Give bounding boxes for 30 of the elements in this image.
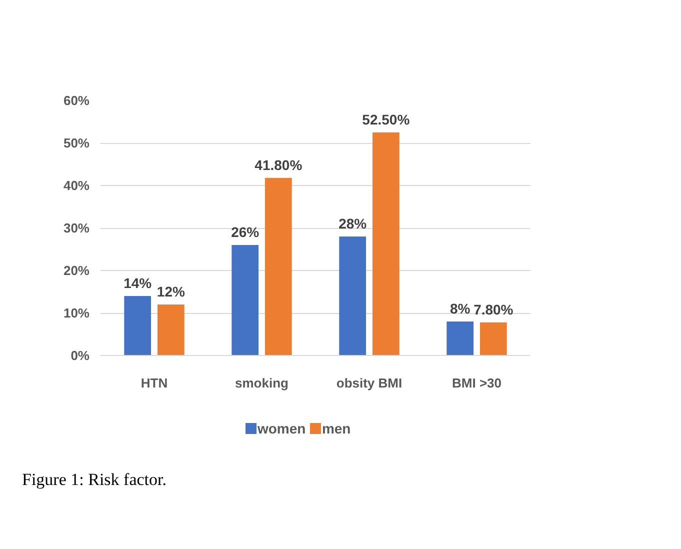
bar <box>124 296 152 356</box>
x-tick-label: BMI >30 <box>452 376 502 390</box>
data-label: 52.50% <box>362 111 410 128</box>
x-tick-label: smoking <box>235 376 289 390</box>
caption: Figure 1: Risk factor. <box>22 469 166 491</box>
data-label: 7.80% <box>474 301 514 318</box>
y-tick-label: 40% <box>63 178 90 193</box>
y-tick-label: 50% <box>63 136 90 150</box>
bar <box>232 245 259 356</box>
bar <box>446 322 474 356</box>
data-label: 12% <box>156 284 186 300</box>
bar <box>339 236 366 356</box>
data-label: 41.80% <box>254 156 303 173</box>
y-tick-label: 0% <box>70 348 90 363</box>
x-tick-label: HTN <box>140 376 168 390</box>
data-label: 28% <box>338 216 368 232</box>
y-tick-label: 20% <box>63 263 90 278</box>
data-label: 14% <box>124 275 152 291</box>
bar <box>480 322 507 356</box>
y-tick-label: 60% <box>63 93 90 108</box>
legend-label: men <box>322 420 351 436</box>
data-label: 8% <box>450 300 471 316</box>
y-tick-label: 30% <box>63 220 90 236</box>
bar <box>157 304 184 356</box>
bar <box>372 132 400 356</box>
y-tick-label: 10% <box>63 306 90 320</box>
x-tick-label: obsity BMI <box>336 376 402 390</box>
bar <box>264 178 292 356</box>
legend-label: women <box>256 420 306 436</box>
data-label: 26% <box>231 224 260 240</box>
